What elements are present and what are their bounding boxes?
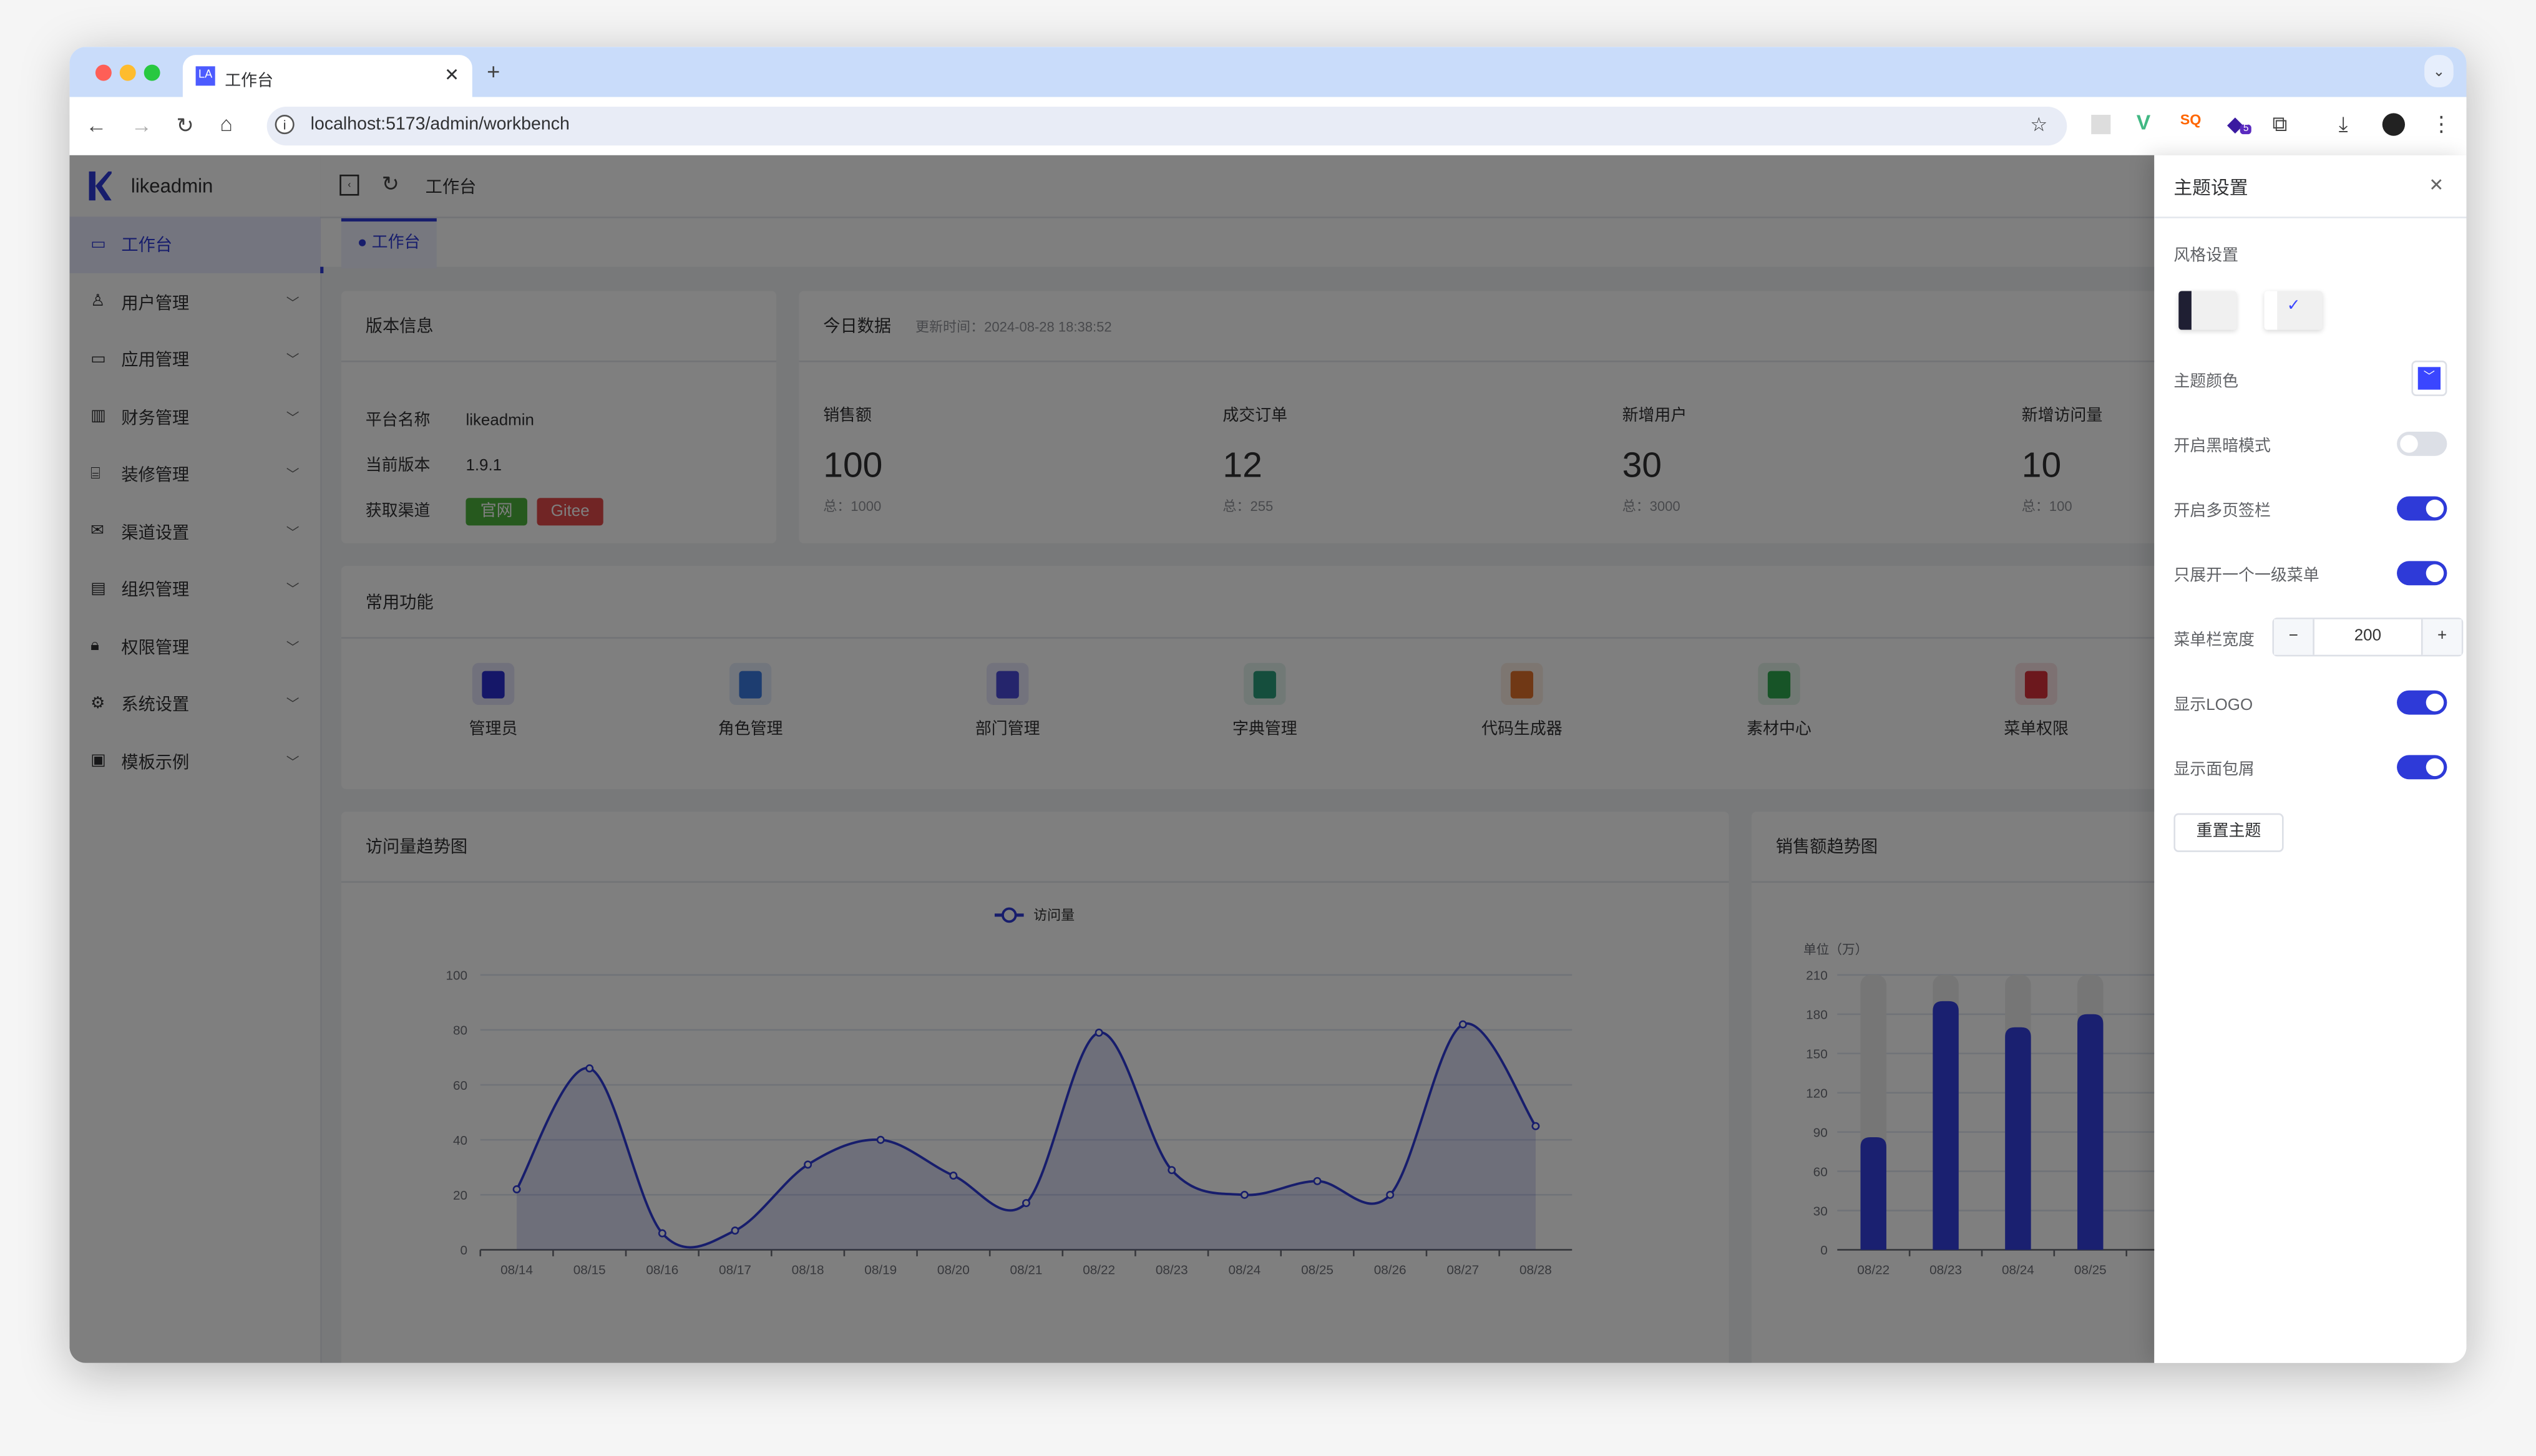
menu-width-stepper[interactable]: − 200 +	[2272, 618, 2464, 657]
close-tab-icon[interactable]: ✕	[444, 66, 460, 86]
tab-search-chevron-icon[interactable]: ⌄	[2424, 55, 2454, 87]
back-icon[interactable]: ←	[85, 113, 107, 138]
bookmark-star-icon[interactable]: ☆	[2030, 113, 2048, 136]
menu-width-label: 菜单栏宽度	[2173, 631, 2255, 649]
show-breadcrumb-label: 显示面包屑	[2173, 760, 2255, 779]
forward-icon[interactable]: →	[130, 113, 152, 138]
theme-settings-drawer: 主题设置 ✕ 风格设置 ✓ 主题颜色 ﹀ 开启黑暗模式 开启多页签栏 只展开一个…	[2154, 155, 2467, 1363]
tab-title: 工作台	[225, 72, 274, 91]
vue-devtools-extension-icon[interactable]: V	[2136, 110, 2151, 135]
decrease-button[interactable]: −	[2274, 619, 2314, 655]
extensions-puzzle-icon[interactable]: ⧉	[2272, 111, 2288, 136]
reload-icon[interactable]: ↻	[176, 113, 194, 138]
browser-window: LA 工作台 ✕ + ⌄ ← → ↻ ⌂ i localhost:5173/ad…	[69, 47, 2467, 1363]
sq-extension-icon[interactable]: SQ	[2180, 111, 2202, 128]
theme-color-picker[interactable]: ﹀	[2411, 360, 2447, 396]
address-bar[interactable]: i localhost:5173/admin/workbench ☆	[266, 107, 2067, 146]
download-icon[interactable]: ⤓	[2338, 111, 2348, 136]
unique-menu-label: 只展开一个一级菜单	[2173, 566, 2319, 585]
home-icon[interactable]: ⌂	[220, 111, 233, 136]
browser-tab[interactable]: LA 工作台 ✕	[182, 55, 472, 97]
dark-mode-label: 开启黑暗模式	[2173, 437, 2271, 455]
unique-menu-toggle[interactable]	[2397, 560, 2447, 585]
close-drawer-icon[interactable]: ✕	[2429, 176, 2444, 196]
menu-width-input[interactable]: 200	[2354, 627, 2382, 646]
increase-button[interactable]: +	[2421, 619, 2462, 655]
profile-avatar[interactable]	[2382, 113, 2406, 136]
browser-toolbar: ← → ↻ ⌂ i localhost:5173/admin/workbench…	[69, 97, 2467, 157]
close-window-button[interactable]	[95, 64, 112, 81]
drawer-mask[interactable]	[69, 155, 2155, 1363]
url-text: localhost:5173/admin/workbench	[310, 115, 570, 135]
multi-tab-toggle[interactable]	[2397, 495, 2447, 520]
reset-theme-button[interactable]: 重置主题	[2173, 813, 2284, 852]
extension-badge: 5	[2240, 124, 2252, 135]
drawer-title: 主题设置	[2173, 179, 2248, 199]
style-option-light-sidebar[interactable]: ✓	[2264, 291, 2323, 330]
tab-bar: LA 工作台 ✕ + ⌄	[69, 47, 2467, 97]
browser-menu-icon[interactable]: ⋮	[2431, 111, 2452, 136]
maximize-window-button[interactable]	[144, 64, 160, 81]
admin-app: likeadmin ▭工作台♙用户管理﹀▭应用管理﹀▥财务管理﹀⌸装修管理﹀✉渠…	[69, 155, 2467, 1363]
style-option-dark-sidebar[interactable]	[2178, 291, 2237, 330]
site-info-icon[interactable]: i	[275, 115, 295, 135]
style-settings-label: 风格设置	[2173, 246, 2239, 265]
selected-check-icon: ✓	[2286, 297, 2301, 316]
react-devtools-extension-icon[interactable]	[2091, 115, 2111, 135]
multi-tab-label: 开启多页签栏	[2173, 502, 2271, 520]
chevron-down-icon: ﹀	[2417, 367, 2441, 390]
show-logo-label: 显示LOGO	[2173, 696, 2253, 714]
extension-with-badge-icon[interactable]: ◆ 5	[2227, 112, 2252, 137]
show-breadcrumb-toggle[interactable]	[2397, 754, 2447, 779]
favicon: LA	[195, 66, 215, 86]
minimize-window-button[interactable]	[119, 64, 136, 81]
show-logo-toggle[interactable]	[2397, 689, 2447, 714]
theme-color-label: 主题颜色	[2173, 372, 2239, 391]
dark-mode-toggle[interactable]	[2397, 430, 2447, 455]
new-tab-icon[interactable]: +	[487, 58, 500, 84]
